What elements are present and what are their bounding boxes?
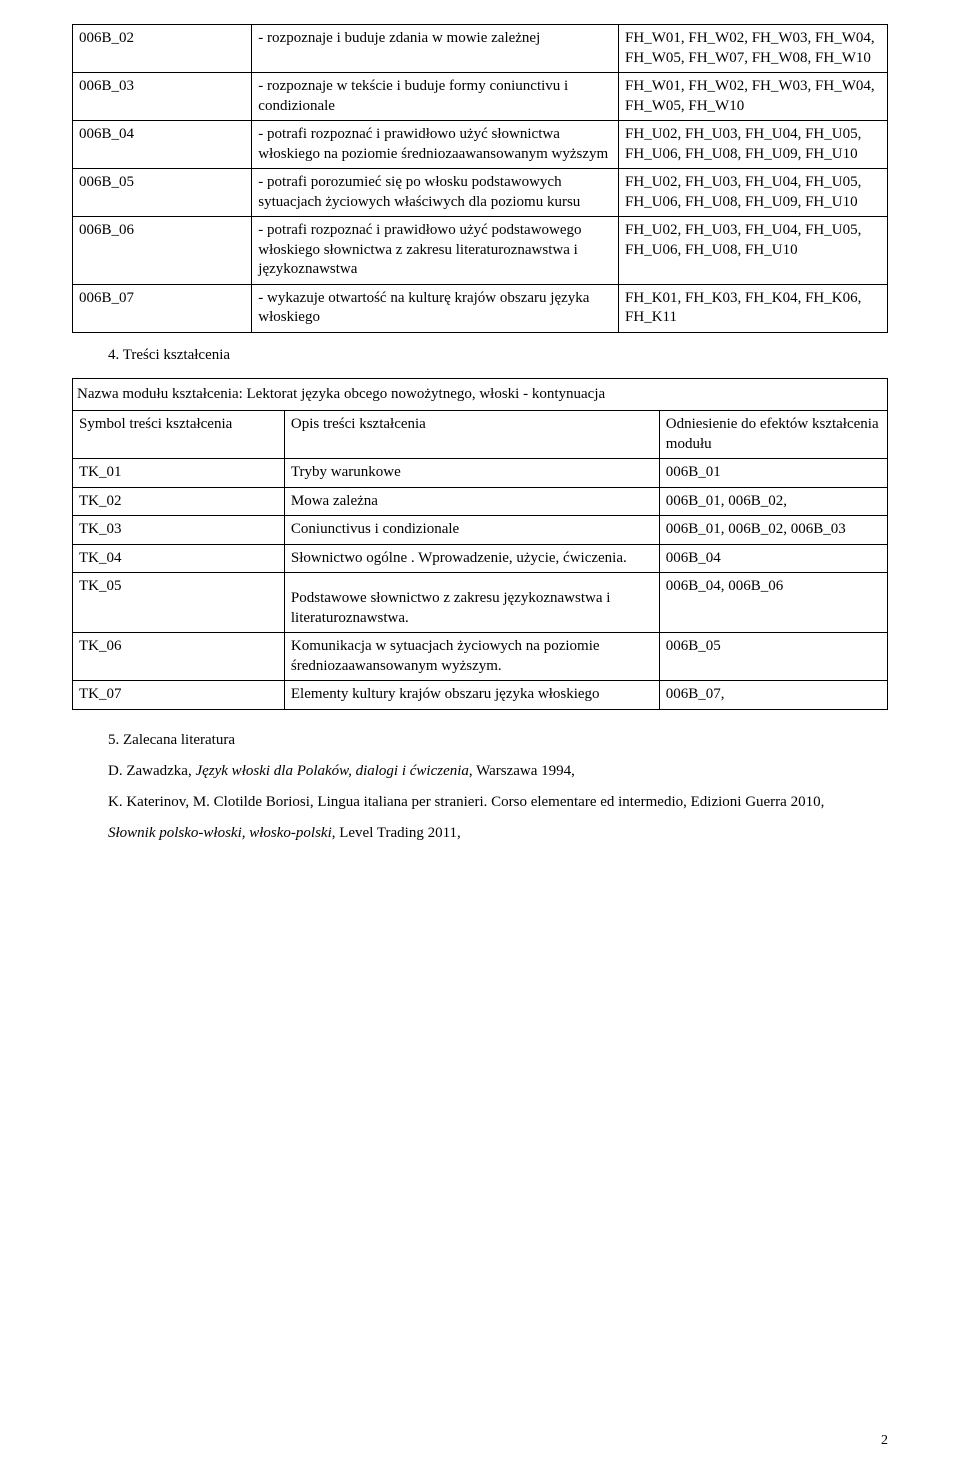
module-title-row: Nazwa modułu kształcenia: Lektorat język… [73,378,888,411]
outcome-desc: - potrafi porozumieć się po włosku podst… [252,169,619,217]
section-4-heading: 4. Treści kształcenia [108,347,888,364]
col-header-desc: Opis treści kształcenia [284,411,659,459]
outcome-refs: FH_U02, FH_U03, FH_U04, FH_U05, FH_U06, … [619,121,888,169]
outcome-desc: - potrafi rozpoznać i prawidłowo użyć po… [252,217,619,285]
content-ref: 006B_01 [659,459,887,488]
literature-entry-3: Słownik polsko-włoski, włosko-polski, Le… [108,825,888,842]
lit1-prefix: D. Zawadzka, [108,763,195,779]
table-row: TK_02 Mowa zależna 006B_01, 006B_02, [73,487,888,516]
literature-entry-1: D. Zawadzka, Język włoski dla Polaków, d… [108,763,888,780]
table-row: TK_04 Słownictwo ogólne . Wprowadzenie, … [73,544,888,573]
content-desc: Elementy kultury krajów obszaru języka w… [284,681,659,710]
table-row: TK_03 Coniunctivus i condizionale 006B_0… [73,516,888,545]
content-desc: Coniunctivus i condizionale [284,516,659,545]
table-row: TK_01 Tryby warunkowe 006B_01 [73,459,888,488]
content-ref: 006B_01, 006B_02, 006B_03 [659,516,887,545]
outcome-code: 006B_02 [73,25,252,73]
literature-entry-2: K. Katerinov, M. Clotilde Boriosi, Lingu… [108,794,888,811]
outcome-desc: - potrafi rozpoznać i prawidłowo użyć sł… [252,121,619,169]
content-desc: Tryby warunkowe [284,459,659,488]
lit1-suffix: , Warszawa 1994, [469,763,575,779]
content-ref: 006B_01, 006B_02, [659,487,887,516]
content-symbol: TK_07 [73,681,285,710]
table-row: 006B_06 - potrafi rozpoznać i prawidłowo… [73,217,888,285]
lit3-suffix: , Level Trading 2011, [332,825,461,841]
content-desc: Słownictwo ogólne . Wprowadzenie, użycie… [284,544,659,573]
outcome-code: 006B_06 [73,217,252,285]
table-row: TK_05 Podstawowe słownictwo z zakresu ję… [73,573,888,633]
outcome-refs: FH_K01, FH_K03, FH_K04, FH_K06, FH_K11 [619,284,888,332]
content-desc: Podstawowe słownictwo z zakresu językozn… [284,573,659,633]
content-ref: 006B_07, [659,681,887,710]
content-ref: 006B_04 [659,544,887,573]
content-symbol: TK_04 [73,544,285,573]
outcome-refs: FH_U02, FH_U03, FH_U04, FH_U05, FH_U06, … [619,169,888,217]
outcome-desc: - rozpoznaje i buduje zdania w mowie zal… [252,25,619,73]
lit3-italic: Słownik polsko-włoski, włosko-polski [108,825,332,841]
outcome-code: 006B_05 [73,169,252,217]
content-desc: Mowa zależna [284,487,659,516]
page-number: 2 [881,1433,888,1449]
module-title: Nazwa modułu kształcenia: Lektorat język… [77,385,881,405]
content-desc: Komunikacja w sytuacjach życiowych na po… [284,633,659,681]
outcomes-table: 006B_02 - rozpoznaje i buduje zdania w m… [72,24,888,333]
outcome-desc: - wykazuje otwartość na kulturę krajów o… [252,284,619,332]
table-row: 006B_05 - potrafi porozumieć się po włos… [73,169,888,217]
content-symbol: TK_03 [73,516,285,545]
table-header-row: Symbol treści kształcenia Opis treści ks… [73,411,888,459]
outcome-refs: FH_W01, FH_W02, FH_W03, FH_W04, FH_W05, … [619,73,888,121]
content-ref: 006B_05 [659,633,887,681]
content-symbol: TK_06 [73,633,285,681]
col-header-ref: Odniesienie do efektów kształcenia moduł… [659,411,887,459]
table-row: 006B_04 - potrafi rozpoznać i prawidłowo… [73,121,888,169]
col-header-symbol: Symbol treści kształcenia [73,411,285,459]
outcome-code: 006B_03 [73,73,252,121]
outcome-refs: FH_W01, FH_W02, FH_W03, FH_W04, FH_W05, … [619,25,888,73]
content-symbol: TK_01 [73,459,285,488]
table-row: 006B_07 - wykazuje otwartość na kulturę … [73,284,888,332]
outcome-code: 006B_04 [73,121,252,169]
outcome-code: 006B_07 [73,284,252,332]
table-row: TK_06 Komunikacja w sytuacjach życiowych… [73,633,888,681]
lit1-italic: Język włoski dla Polaków, dialogi i ćwic… [195,763,468,779]
outcome-refs: FH_U02, FH_U03, FH_U04, FH_U05, FH_U06, … [619,217,888,285]
contents-table: Nazwa modułu kształcenia: Lektorat język… [72,378,888,710]
content-ref: 006B_04, 006B_06 [659,573,887,633]
table-row: 006B_02 - rozpoznaje i buduje zdania w m… [73,25,888,73]
table-row: TK_07 Elementy kultury krajów obszaru ję… [73,681,888,710]
table-row: 006B_03 - rozpoznaje w tekście i buduje … [73,73,888,121]
content-symbol: TK_02 [73,487,285,516]
content-symbol: TK_05 [73,573,285,633]
section-5-heading: 5. Zalecana literatura [108,732,888,749]
outcome-desc: - rozpoznaje w tekście i buduje formy co… [252,73,619,121]
